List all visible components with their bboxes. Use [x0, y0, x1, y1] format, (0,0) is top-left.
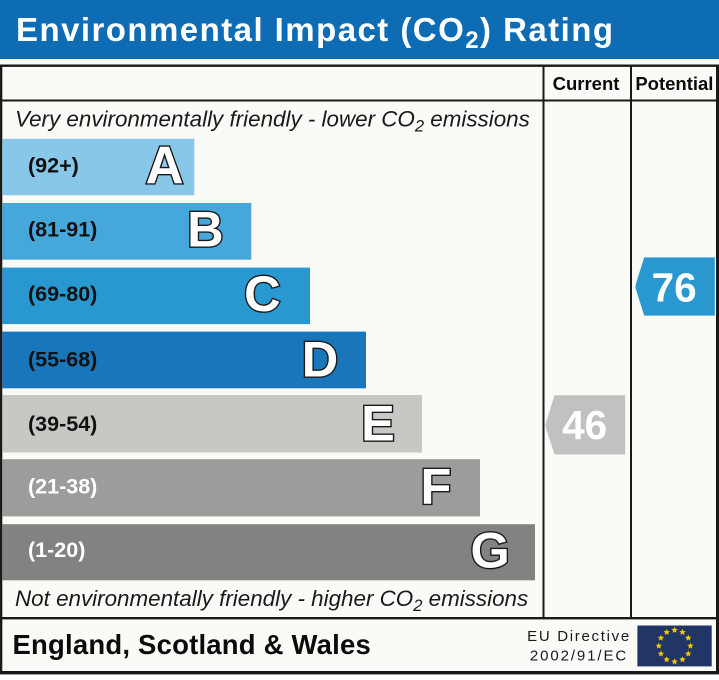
svg-text:England, Scotland & Wales: England, Scotland & Wales [13, 629, 371, 660]
svg-text:Not environmentally friendly -: Not environmentally friendly - higher CO… [15, 586, 528, 615]
svg-text:46: 46 [562, 402, 607, 448]
svg-text:(81-91): (81-91) [28, 217, 97, 241]
svg-text:A: A [146, 136, 184, 195]
svg-text:(39-54): (39-54) [28, 412, 97, 436]
svg-text:(55-68): (55-68) [28, 347, 97, 371]
svg-text:Environmental Impact (CO2) Rat: Environmental Impact (CO2) Rating [16, 11, 614, 54]
svg-text:(69-80): (69-80) [28, 282, 97, 306]
svg-text:E: E [361, 395, 395, 452]
svg-text:(21-38): (21-38) [28, 475, 97, 499]
svg-text:C: C [244, 265, 280, 322]
svg-text:(1-20): (1-20) [28, 538, 85, 562]
svg-text:D: D [302, 331, 338, 388]
svg-text:G: G [471, 522, 510, 579]
svg-text:Current: Current [553, 73, 620, 94]
svg-text:F: F [421, 458, 452, 515]
svg-text:76: 76 [652, 265, 697, 311]
svg-text:Very environmentally friendly: Very environmentally friendly - lower CO… [15, 107, 530, 136]
svg-text:B: B [187, 201, 223, 258]
svg-text:EU Directive: EU Directive [527, 628, 631, 645]
svg-text:Potential: Potential [635, 73, 713, 94]
svg-text:(92+): (92+) [28, 153, 79, 177]
svg-text:2002/91/EC: 2002/91/EC [530, 648, 628, 665]
